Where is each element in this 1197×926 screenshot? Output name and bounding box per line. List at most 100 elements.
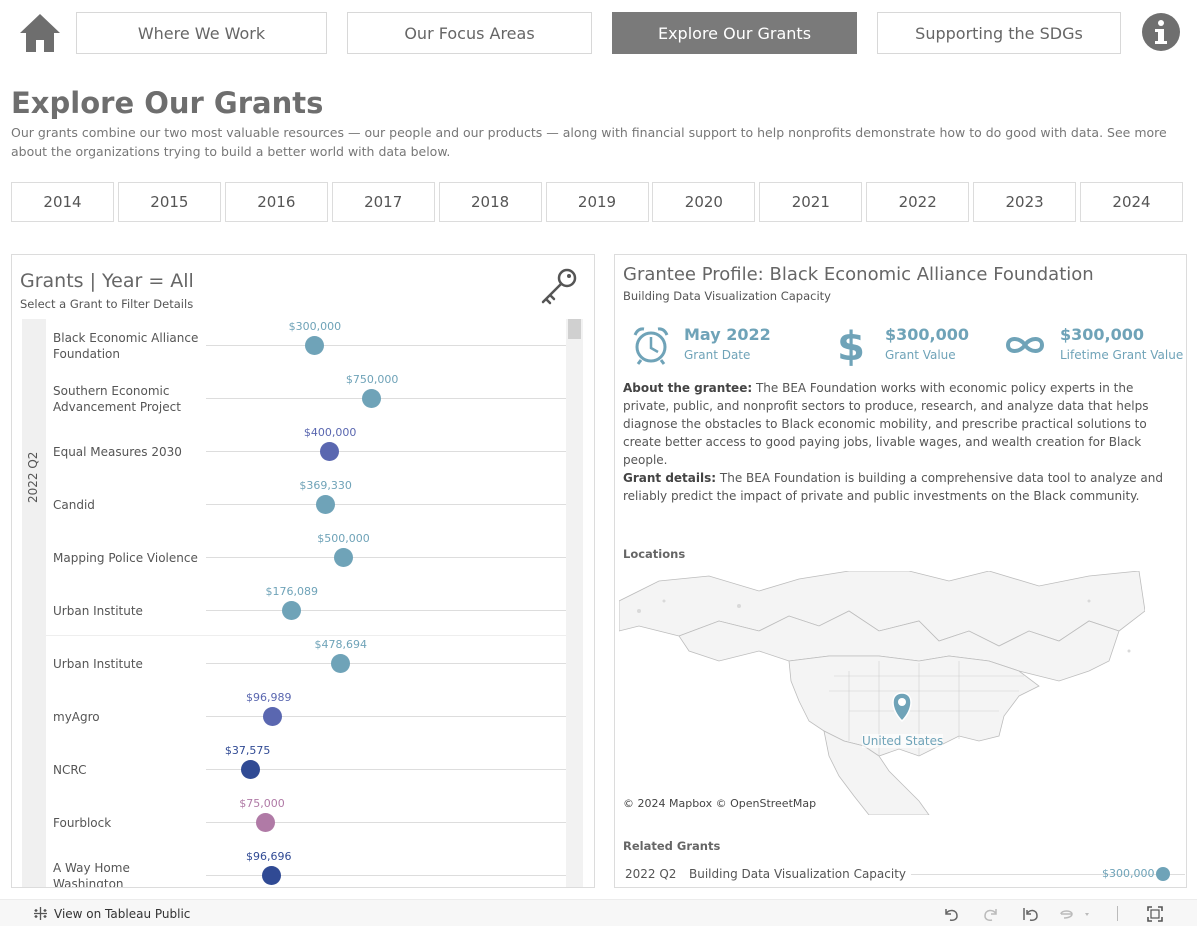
grant-row[interactable]: myAgro $96,989 bbox=[46, 690, 566, 743]
profile-subtitle: Building Data Visualization Capacity bbox=[623, 289, 831, 303]
alarm-clock-icon bbox=[633, 327, 669, 365]
grant-date-value: May 2022 bbox=[684, 325, 771, 344]
location-pin-icon[interactable] bbox=[892, 692, 912, 723]
year-button-2014[interactable]: 2014 bbox=[11, 182, 114, 222]
grant-row[interactable]: NCRC $37,575 bbox=[46, 743, 566, 796]
grant-row[interactable]: Equal Measures 2030 $400,000 bbox=[46, 425, 566, 478]
grant-value-label: $96,989 bbox=[246, 691, 292, 704]
dollar-icon: $ bbox=[837, 324, 865, 367]
related-value: $300,000 bbox=[1102, 867, 1155, 880]
grant-value-label: $369,330 bbox=[299, 479, 352, 492]
grant-axis bbox=[206, 769, 566, 770]
scroll-thumb[interactable] bbox=[568, 319, 581, 339]
refresh-icon[interactable] bbox=[1058, 905, 1094, 923]
details-text: The BEA Foundation is building a compreh… bbox=[623, 471, 1163, 503]
about-label: About the grantee: bbox=[623, 381, 753, 395]
grant-dot[interactable] bbox=[320, 442, 340, 461]
view-on-tableau-link[interactable]: View on Tableau Public bbox=[33, 906, 190, 921]
grant-name: Equal Measures 2030 bbox=[53, 444, 182, 459]
grant-value-label: $96,696 bbox=[245, 850, 292, 863]
map-credit: © 2024 Mapbox © OpenStreetMap bbox=[623, 797, 817, 810]
grant-row[interactable]: Southern Economic Advancement Project $75… bbox=[46, 372, 566, 425]
locations-label: Locations bbox=[623, 547, 686, 561]
grant-date-label: Grant Date bbox=[684, 348, 751, 362]
grant-value-label: $750,000 bbox=[345, 373, 399, 386]
redo-icon[interactable] bbox=[982, 905, 1000, 923]
quarter-strip bbox=[22, 319, 46, 887]
grantee-profile-panel: Grantee Profile: Black Economic Alliance… bbox=[614, 254, 1187, 888]
profile-title: Grantee Profile: Black Economic Alliance… bbox=[623, 264, 1094, 285]
grant-axis bbox=[206, 398, 566, 399]
key-icon[interactable] bbox=[538, 265, 580, 307]
grants-panel: Grants | Year = All Select a Grant to Fi… bbox=[11, 254, 595, 888]
home-icon bbox=[20, 14, 60, 52]
related-axis bbox=[911, 874, 1185, 875]
grant-row[interactable]: Black Economic Alliance Foundation $300,0… bbox=[46, 319, 566, 372]
nav-explore-our-grants[interactable]: Explore Our Grants bbox=[612, 12, 857, 54]
grant-row[interactable]: Mapping Police Violence $500,000 bbox=[46, 531, 566, 584]
grant-dot[interactable] bbox=[331, 654, 351, 673]
grant-row[interactable]: Candid $369,330 bbox=[46, 478, 566, 531]
revert-icon[interactable] bbox=[1021, 905, 1039, 923]
grant-name: Candid bbox=[53, 497, 95, 512]
home-button[interactable] bbox=[18, 12, 62, 54]
year-button-2018[interactable]: 2018 bbox=[438, 182, 542, 222]
related-dot[interactable] bbox=[1156, 867, 1170, 881]
page-title: Explore Our Grants bbox=[11, 86, 324, 120]
grant-axis bbox=[206, 663, 566, 664]
grant-dot[interactable] bbox=[362, 389, 382, 408]
grant-dot[interactable] bbox=[315, 495, 335, 514]
grant-dot[interactable] bbox=[282, 601, 302, 620]
grant-value-label: $75,000 bbox=[239, 797, 285, 810]
grant-axis bbox=[206, 557, 566, 558]
footer-toolbar: View on Tableau Public bbox=[0, 899, 1197, 926]
year-button-2020[interactable]: 2020 bbox=[652, 182, 756, 222]
grants-list: Black Economic Alliance Foundation $300,0… bbox=[46, 319, 566, 888]
grant-dot[interactable] bbox=[305, 336, 325, 355]
year-button-2023[interactable]: 2023 bbox=[973, 182, 1077, 222]
year-button-2019[interactable]: 2019 bbox=[545, 182, 649, 222]
grant-dot[interactable] bbox=[262, 707, 282, 726]
grant-value-label: $478,694 bbox=[314, 638, 368, 651]
grant-dot[interactable] bbox=[255, 813, 275, 832]
grant-dot[interactable] bbox=[262, 866, 282, 885]
quarter-divider bbox=[46, 635, 566, 636]
grant-value-label: $176,089 bbox=[265, 585, 319, 598]
details-label: Grant details: bbox=[623, 471, 717, 485]
grant-row[interactable]: Fourblock $75,000 bbox=[46, 796, 566, 849]
grant-axis bbox=[206, 716, 566, 717]
grant-name: A Way Home Washington bbox=[53, 860, 130, 888]
grant-dot[interactable] bbox=[241, 760, 261, 779]
grant-axis bbox=[206, 345, 566, 346]
nav-our-focus-areas[interactable]: Our Focus Areas bbox=[347, 12, 592, 54]
grant-name: Fourblock bbox=[53, 815, 112, 830]
related-name[interactable]: Building Data Visualization Capacity bbox=[689, 867, 907, 881]
fullscreen-icon[interactable] bbox=[1146, 905, 1164, 923]
year-button-2021[interactable]: 2021 bbox=[759, 182, 863, 222]
grant-axis bbox=[206, 451, 566, 452]
grant-value-label: $400,000 bbox=[303, 426, 357, 439]
grants-scrollbar[interactable] bbox=[566, 319, 583, 887]
info-button[interactable] bbox=[1142, 13, 1180, 51]
nav-where-we-work[interactable]: Where We Work bbox=[76, 12, 327, 54]
grant-row[interactable]: Urban Institute $478,694 bbox=[46, 637, 566, 690]
grant-name: myAgro bbox=[53, 709, 100, 724]
year-button-2015[interactable]: 2015 bbox=[117, 182, 221, 222]
grant-row[interactable]: A Way Home Washington $96,696 bbox=[46, 849, 566, 888]
year-button-2017[interactable]: 2017 bbox=[331, 182, 435, 222]
locations-map[interactable] bbox=[619, 571, 1145, 815]
grant-row[interactable]: Urban Institute $176,089 bbox=[46, 584, 566, 637]
year-button-2024[interactable]: 2024 bbox=[1080, 182, 1183, 222]
map-location-label: United States bbox=[862, 734, 944, 748]
lifetime-value-value: $300,000 bbox=[1060, 325, 1145, 344]
grant-name: Mapping Police Violence bbox=[53, 550, 198, 565]
grant-axis bbox=[206, 610, 566, 611]
year-button-2016[interactable]: 2016 bbox=[224, 182, 328, 222]
undo-icon[interactable] bbox=[942, 905, 960, 923]
tableau-logo-icon bbox=[34, 907, 47, 920]
related-grants-label: Related Grants bbox=[623, 839, 721, 853]
nav-supporting-the-sdgs[interactable]: Supporting the SDGs bbox=[877, 12, 1121, 54]
grant-dot[interactable] bbox=[333, 548, 353, 567]
year-button-2022[interactable]: 2022 bbox=[866, 182, 970, 222]
lifetime-value-label: Lifetime Grant Value bbox=[1060, 348, 1184, 362]
